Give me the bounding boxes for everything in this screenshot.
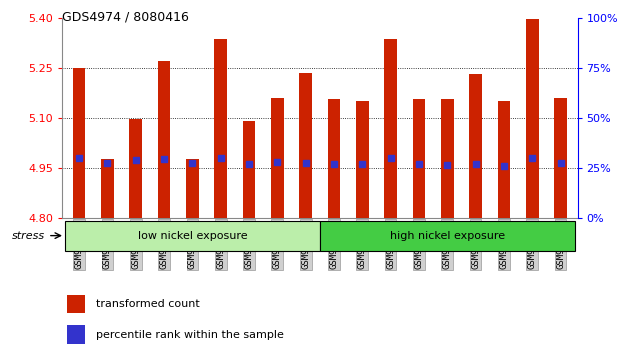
- Bar: [243, 121, 255, 218]
- Text: transformed count: transformed count: [96, 299, 199, 309]
- Bar: [67, 295, 85, 314]
- Text: percentile rank within the sample: percentile rank within the sample: [96, 330, 283, 339]
- Bar: [214, 39, 227, 218]
- Bar: [412, 99, 425, 218]
- Bar: [67, 325, 85, 344]
- Bar: [469, 74, 482, 218]
- FancyBboxPatch shape: [320, 221, 574, 251]
- Bar: [73, 68, 86, 218]
- FancyBboxPatch shape: [65, 221, 320, 251]
- Bar: [101, 159, 114, 218]
- Bar: [384, 39, 397, 218]
- Text: high nickel exposure: high nickel exposure: [390, 230, 505, 241]
- Bar: [299, 73, 312, 218]
- Bar: [526, 19, 538, 218]
- Bar: [158, 61, 170, 218]
- Bar: [497, 101, 510, 218]
- Text: stress: stress: [12, 230, 45, 241]
- Bar: [186, 159, 199, 218]
- Bar: [129, 119, 142, 218]
- Bar: [271, 98, 284, 218]
- Bar: [356, 101, 369, 218]
- Text: GDS4974 / 8080416: GDS4974 / 8080416: [62, 11, 189, 24]
- Bar: [554, 98, 567, 218]
- Text: low nickel exposure: low nickel exposure: [138, 230, 247, 241]
- Bar: [441, 99, 453, 218]
- Bar: [328, 99, 340, 218]
